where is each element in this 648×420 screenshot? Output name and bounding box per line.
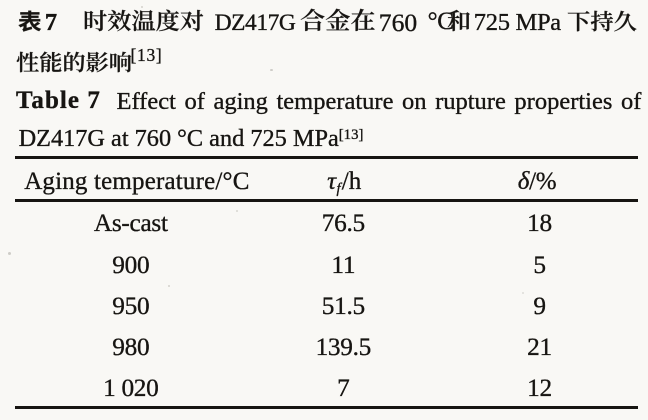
caption-en-line1: Effect of aging temperature on rupture p… (116, 87, 642, 115)
table-cell: 7 (337, 373, 350, 402)
scan-speck (141, 6, 143, 8)
caption-cn-alloy: DZ417G (214, 9, 296, 36)
column-header-tau: τf/h (327, 168, 361, 198)
degree-unit: C (437, 8, 454, 36)
degree-unit: C (232, 167, 250, 195)
tau-subscript: f (336, 180, 341, 197)
column-header-delta: δ/% (518, 168, 557, 196)
caption-cn-text-under-rupture (567, 10, 637, 32)
table-cell: 980 (112, 333, 150, 362)
table-header-rule (15, 199, 638, 202)
table-cell: 950 (112, 292, 150, 321)
caption-en-line2-text: DZ417G at 760 °C and 725 MPa (18, 124, 339, 152)
scan-speck (236, 210, 238, 212)
table-cell: 51.5 (321, 292, 366, 321)
degree-symbol: ° (222, 167, 233, 195)
table-cell: 12 (527, 373, 552, 402)
table-cell: 11 (331, 250, 356, 279)
caption-cn-text-aging-of (85, 9, 204, 32)
caption-cn-temperature: 760 (378, 7, 418, 37)
table-cell: 9 (533, 292, 546, 321)
caption-cn-stress: 725 MPa (473, 8, 562, 36)
caption-cn-text-and (447, 9, 471, 32)
column-header-aging-temperature: Aging temperature/°C (24, 167, 250, 196)
table-cell: 5 (533, 250, 546, 279)
table-bottom-rule (15, 405, 638, 409)
table-cell: 139.5 (315, 333, 372, 362)
tau-unit: /h (341, 167, 362, 195)
caption-cn-reference: [13] (130, 44, 163, 65)
caption-en-reference: [13] (338, 126, 364, 143)
delta-symbol: δ (517, 167, 530, 195)
degree-symbol: ° (427, 8, 438, 36)
table-cell: 18 (527, 209, 552, 238)
scan-speck (168, 285, 170, 287)
table-cell: 76.5 (321, 209, 366, 238)
caption-cn-label-char (18, 10, 42, 32)
scan-speck (270, 69, 273, 71)
table-top-rule (15, 156, 638, 160)
delta-unit: /% (529, 167, 557, 195)
table-cell: 900 (112, 250, 150, 279)
scan-speck (522, 292, 524, 294)
caption-en-label: Table 7 (16, 87, 101, 115)
column-header-aging-pre: Aging temperature/ (24, 167, 223, 195)
caption-en-line2: DZ417G at 760 °C and 725 MPa[13] (18, 124, 364, 153)
caption-cn-degc: °C (427, 8, 454, 36)
caption-cn-text-alloy-in (300, 8, 375, 32)
table-cell: 1 020 (103, 373, 159, 402)
caption-cn-label-number: 7 (44, 8, 58, 36)
table-cell: 21 (527, 333, 552, 362)
table-cell: As-cast (93, 209, 168, 238)
caption-cn-text-properties-effect (16, 51, 132, 73)
tau-symbol: τ (327, 167, 337, 195)
scan-speck (8, 252, 11, 255)
